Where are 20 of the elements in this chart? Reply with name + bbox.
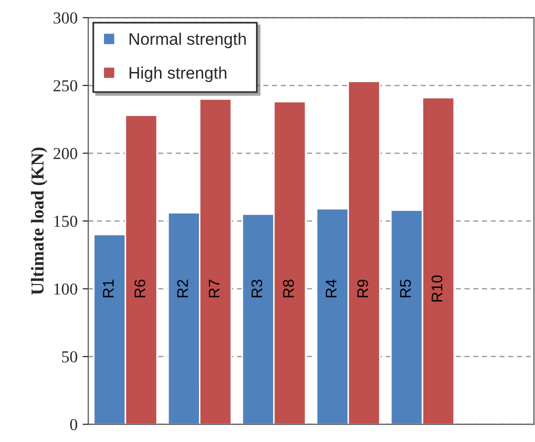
y-tick-label: 300 [54, 12, 78, 24]
legend-label: High strength [130, 66, 226, 82]
data-label: R2 [177, 280, 188, 298]
data-label: R4 [326, 279, 336, 298]
data-label: R8 [283, 280, 294, 298]
data-label: R7 [208, 280, 220, 298]
data-label: R1 [103, 280, 114, 298]
legend-label: Normal strength [130, 32, 246, 48]
y-tick-label: 200 [54, 148, 78, 160]
y-tick-label: 0 [70, 419, 78, 430]
y-tick-label: 250 [54, 80, 78, 92]
y-tick-label: 150 [54, 216, 78, 227]
data-label: R6 [134, 280, 146, 298]
y-tick-label: 100 [54, 283, 78, 295]
data-label: R3 [251, 280, 262, 298]
y-tick-label: 50 [62, 351, 78, 362]
y-axis-title: Ultimate load (KN) [30, 148, 48, 295]
data-label: R10 [432, 275, 442, 302]
data-label: R9 [357, 280, 368, 298]
data-label: R5 [400, 280, 411, 298]
